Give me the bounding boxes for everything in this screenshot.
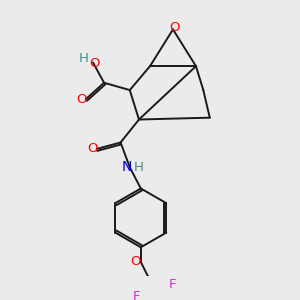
Text: H: H [79, 52, 89, 65]
Text: F: F [133, 290, 140, 300]
Text: O: O [76, 93, 86, 106]
Text: O: O [87, 142, 97, 155]
Text: H: H [134, 161, 144, 174]
Text: O: O [130, 255, 140, 268]
Text: O: O [169, 21, 180, 34]
Text: F: F [169, 278, 177, 291]
Text: O: O [90, 57, 100, 70]
Text: N: N [122, 160, 132, 174]
